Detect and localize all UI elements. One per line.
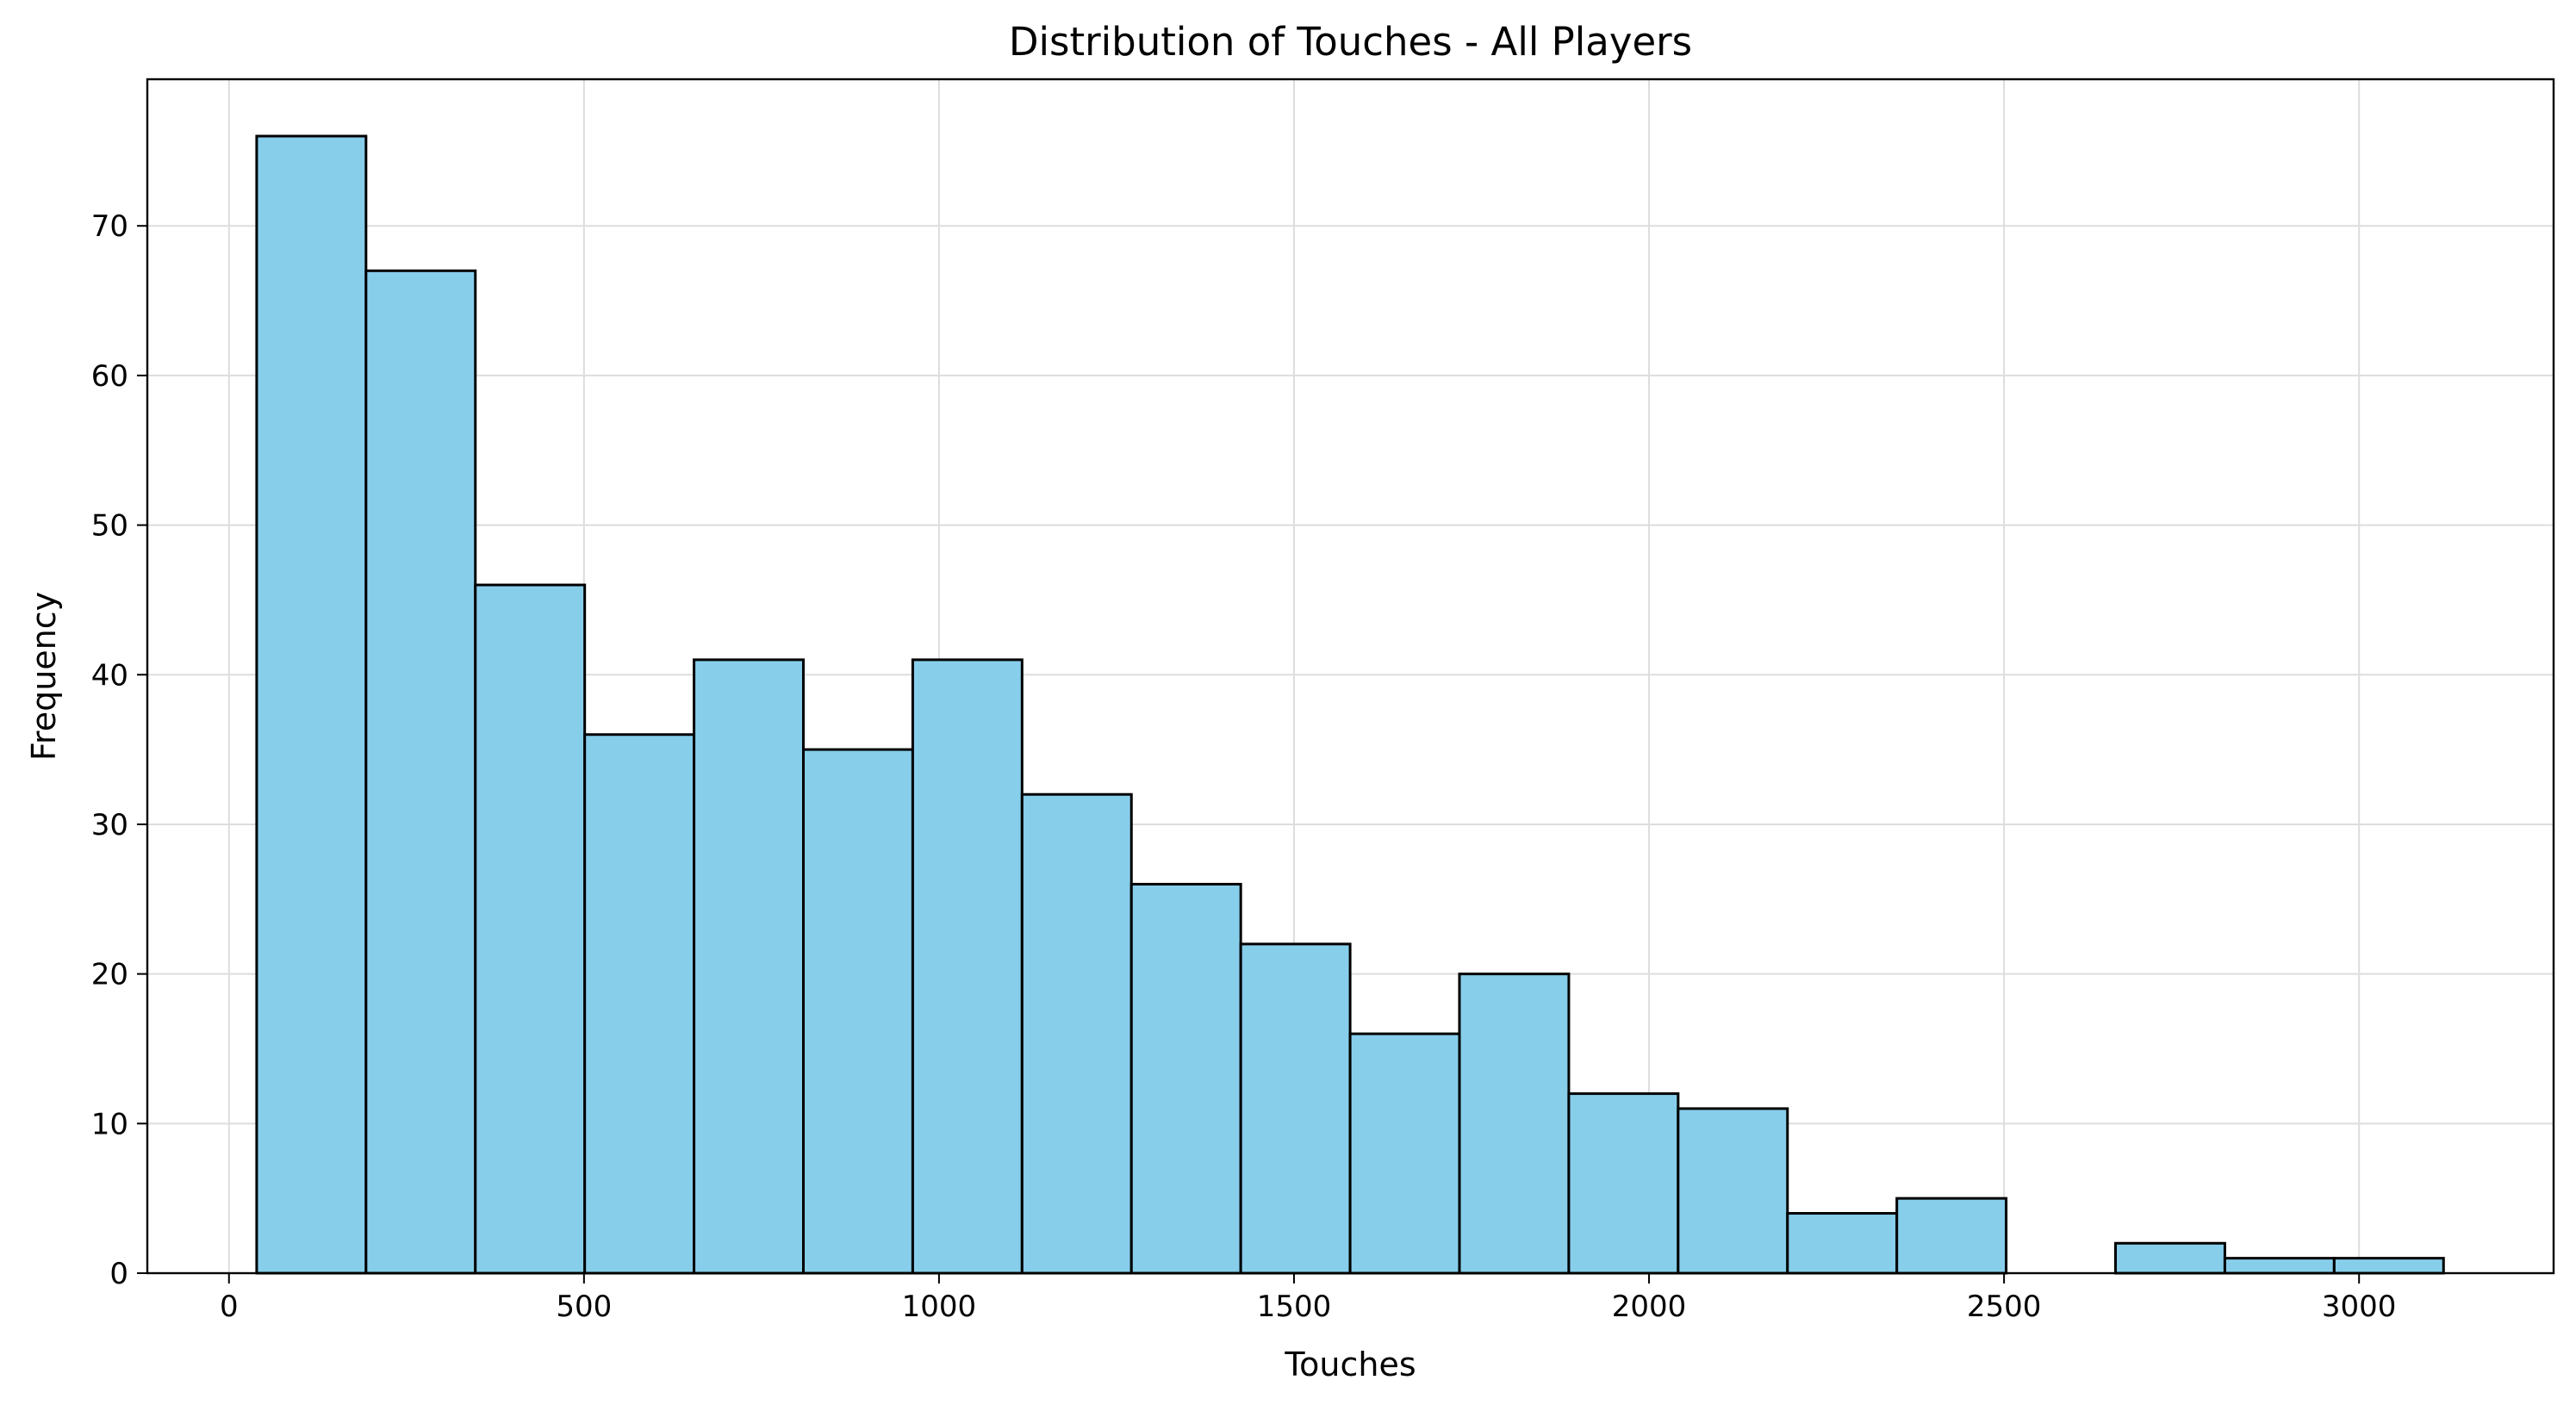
bars-layer — [255, 134, 2445, 1275]
histogram-bar — [2332, 1257, 2445, 1275]
x-axis-title: Touches — [1284, 1346, 1416, 1383]
x-tick-label: 1000 — [902, 1290, 977, 1324]
x-tick-label: 500 — [556, 1290, 612, 1324]
x-tick-label: 3000 — [2322, 1290, 2397, 1324]
histogram-bar — [255, 134, 368, 1275]
y-tick-label: 30 — [91, 808, 128, 842]
histogram-bar — [1895, 1197, 2008, 1275]
histogram-bar — [583, 733, 696, 1275]
x-tick-label: 2000 — [1612, 1290, 1687, 1324]
histogram-bar — [2223, 1257, 2336, 1275]
histogram-bar — [911, 658, 1024, 1275]
histogram-bar — [802, 748, 914, 1275]
y-tick-label: 10 — [91, 1107, 128, 1141]
histogram-bar — [1458, 973, 1571, 1275]
ticks-layer: 0 500 1000 1500 2000 2500 3000 0 10 20 30 40 50 60 70 — [91, 209, 2397, 1324]
x-tick-label: 0 — [220, 1290, 239, 1324]
histogram-bar — [1348, 1032, 1461, 1275]
histogram-bar — [1677, 1107, 1789, 1275]
histogram-bar — [1786, 1212, 1899, 1275]
x-tick-label: 1500 — [1257, 1290, 1332, 1324]
chart-title: Distribution of Touches - All Players — [1009, 19, 1692, 65]
histogram-bar — [1129, 882, 1242, 1275]
y-tick-label: 70 — [91, 209, 128, 244]
histogram-bar — [1020, 793, 1133, 1275]
histogram-bar — [2114, 1241, 2226, 1275]
y-axis-title: Frequency — [25, 592, 63, 761]
histogram-bar — [693, 658, 806, 1275]
y-tick-label: 20 — [91, 958, 128, 992]
histogram-bar — [364, 269, 477, 1275]
y-tick-label: 0 — [109, 1257, 128, 1291]
y-tick-label: 40 — [91, 658, 128, 693]
y-tick-label: 60 — [91, 359, 128, 394]
y-tick-label: 50 — [91, 509, 128, 544]
histogram-bar — [1239, 942, 1352, 1275]
histogram-bar — [1567, 1092, 1680, 1275]
plot-frame — [146, 78, 2555, 1275]
histogram-bar — [474, 583, 587, 1275]
x-tick-label: 2500 — [1967, 1290, 2042, 1324]
